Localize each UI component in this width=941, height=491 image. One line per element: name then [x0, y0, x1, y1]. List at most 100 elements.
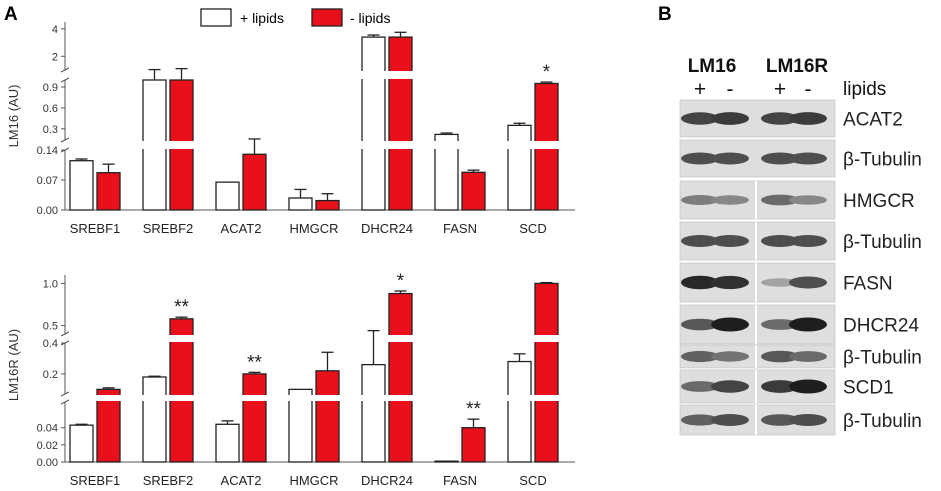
- blot-strip: [679, 344, 836, 369]
- category-label: SREBF1: [70, 221, 121, 236]
- legend-label-plus: + lipids: [240, 10, 284, 26]
- y-tick-label: 0.04: [37, 423, 58, 435]
- blot-band: [711, 112, 749, 125]
- y-tick-label: 0.02: [37, 440, 58, 452]
- blot-band: [681, 318, 719, 331]
- category-label: SREBF1: [70, 473, 121, 488]
- blot-row-label: β-Tubulin: [843, 411, 922, 432]
- axis-break-mark: [60, 399, 70, 405]
- panel-label-a: A: [4, 4, 18, 25]
- blot-lane-sign: +: [774, 78, 786, 101]
- y-tick-label: 1.0: [43, 278, 58, 290]
- blot-lane-sign: -: [727, 78, 734, 101]
- bar: [315, 199, 340, 211]
- blot-band: [789, 379, 827, 394]
- axis-break-mark: [60, 137, 70, 143]
- significance-marker: *: [543, 62, 551, 83]
- bar: [388, 36, 413, 211]
- bar-axis-break: [169, 395, 194, 401]
- blot-row-label: β-Tubulin: [843, 150, 922, 171]
- bar-axis-break: [315, 395, 340, 401]
- category-label: HMGCR: [289, 221, 338, 236]
- legend-label-minus: - lipids: [350, 10, 390, 26]
- category-label: SCD: [519, 473, 546, 488]
- bar: [69, 160, 94, 211]
- blot-band: [789, 317, 827, 332]
- bar-axis-break: [169, 335, 194, 342]
- significance-marker: **: [174, 297, 189, 318]
- chart-lm16r: 0.00 0.02 0.04 0.2 0.4 0.5 1.0 LM16R (AU) SREBF1…: [6, 271, 575, 488]
- blot-band: [761, 350, 799, 363]
- blot-band: [761, 414, 799, 426]
- bar-axis-break: [361, 395, 386, 401]
- bar-axis-break: [534, 141, 559, 149]
- bar-axis-break: [507, 141, 532, 149]
- blot-lane-sign: -: [805, 78, 812, 101]
- y-tick-label: 0.07: [37, 175, 58, 187]
- axis-break-mark: [60, 331, 70, 337]
- category-label: SREBF2: [143, 221, 194, 236]
- blot-band: [711, 380, 749, 393]
- y-tick-label: 0.9: [43, 82, 58, 94]
- bar: [288, 197, 313, 211]
- axis-break-mark: [60, 77, 70, 83]
- blot-row-label: DHCR24: [843, 316, 919, 337]
- bar: [242, 373, 267, 463]
- bar: [434, 460, 459, 463]
- blot-band: [711, 195, 749, 205]
- y-tick-label: 0.00: [37, 457, 58, 469]
- significance-marker: **: [466, 399, 481, 420]
- blot-band: [761, 380, 799, 393]
- category-label: FASN: [443, 473, 477, 488]
- category-label: HMGCR: [289, 473, 338, 488]
- bar: [361, 363, 386, 463]
- axis-break-mark: [60, 391, 70, 397]
- blot-band: [711, 317, 749, 332]
- y-tick-label: 0.14: [37, 145, 58, 157]
- blot-band: [711, 235, 749, 247]
- bar-axis-break: [242, 395, 267, 401]
- significance-marker: *: [397, 271, 405, 292]
- blot-band: [789, 195, 827, 205]
- y-tick-label: 2: [52, 51, 58, 63]
- blot-band: [681, 275, 719, 290]
- bar-axis-break: [507, 395, 532, 401]
- legend-swatch-minus: [311, 8, 343, 27]
- blot-band: [789, 276, 827, 289]
- bar: [388, 292, 413, 463]
- blot-band: [681, 195, 719, 205]
- bar: [215, 423, 240, 463]
- bar-axis-break: [361, 141, 386, 149]
- blot-lipids-label: lipids: [843, 79, 886, 100]
- axis-break-mark: [60, 67, 70, 73]
- bar-axis-break: [388, 395, 413, 401]
- blot-band: [761, 194, 799, 206]
- bar: [142, 376, 167, 463]
- bar-axis-break: [96, 395, 121, 401]
- bar-axis-break: [388, 71, 413, 79]
- blot-band: [681, 381, 719, 392]
- bar-axis-break: [534, 395, 559, 401]
- blot-band: [711, 414, 749, 426]
- blot-row-label: β-Tubulin: [843, 232, 922, 253]
- category-label: DHCR24: [361, 221, 413, 236]
- blot-lane-sign: +: [694, 78, 706, 101]
- bar-axis-break: [142, 395, 167, 401]
- blot-band: [761, 112, 799, 125]
- bar: [288, 388, 313, 463]
- y-tick-label: 0.4: [43, 338, 58, 350]
- blot-row-label: ACAT2: [843, 110, 903, 131]
- panel-label-b: B: [658, 4, 672, 25]
- blot-band: [789, 112, 827, 125]
- y-tick-label: 0.3: [43, 124, 58, 136]
- bar-axis-break: [361, 71, 386, 79]
- bar-axis-break: [288, 395, 313, 401]
- bar-axis-break: [169, 141, 194, 149]
- bar: [215, 181, 240, 211]
- y-tick-label: 0.5: [43, 321, 58, 333]
- bar: [461, 171, 486, 211]
- bar: [461, 427, 486, 463]
- blot-band: [681, 350, 719, 363]
